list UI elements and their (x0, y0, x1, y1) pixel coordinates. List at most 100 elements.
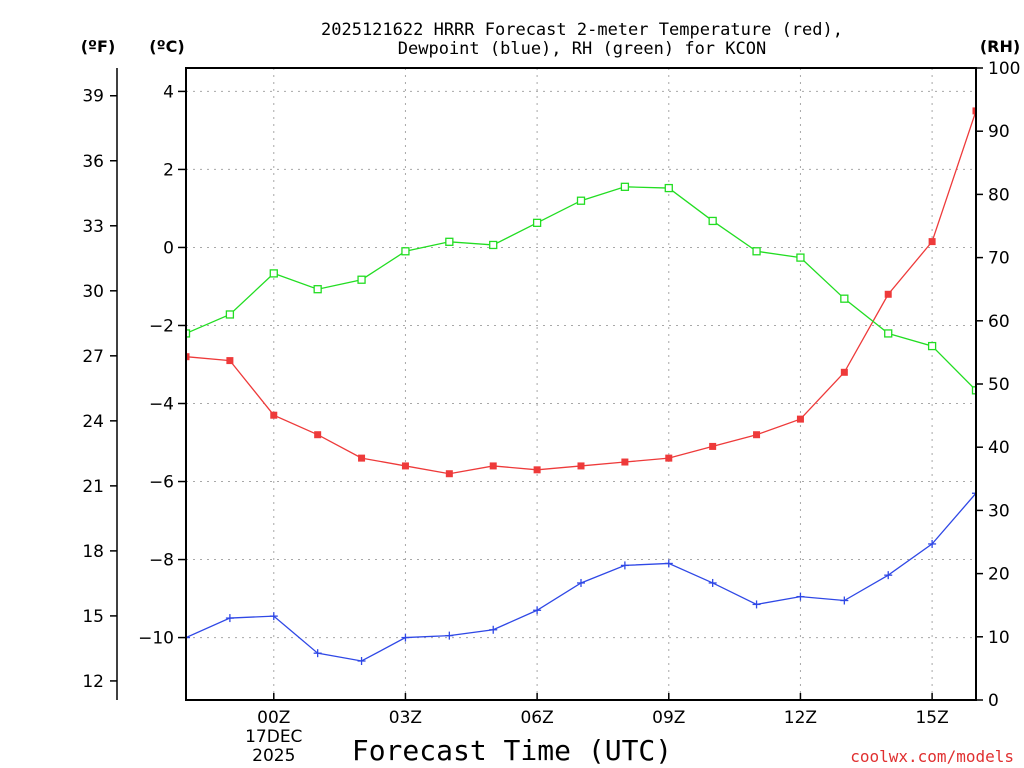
data-point (532, 218, 542, 227)
axis-ticks: 420−2−4−6−8−1039363330272421181512100908… (82, 59, 1020, 766)
data-point (226, 357, 234, 365)
data-point (269, 612, 278, 621)
data-point (753, 431, 761, 439)
celsius-unit-label: (ºC) (149, 37, 184, 56)
data-point (884, 290, 892, 298)
rh-tick-label: 30 (988, 501, 1010, 521)
data-point (621, 458, 629, 466)
data-point (708, 578, 717, 587)
celsius-tick-label: −4 (149, 395, 174, 415)
fahrenheit-tick-label: 21 (82, 477, 104, 497)
data-point (708, 216, 717, 226)
x-tick-label: 00Z (257, 708, 290, 728)
data-point (928, 238, 936, 246)
data-point (620, 561, 629, 570)
data-point (186, 633, 190, 642)
series-0 (186, 107, 976, 478)
rh-tick-label: 10 (988, 628, 1010, 648)
data-point (972, 107, 976, 115)
data-point (971, 386, 976, 395)
data-point (577, 462, 585, 470)
grid (186, 68, 976, 700)
celsius-tick-label: −6 (149, 473, 174, 493)
rh-tick-label: 60 (988, 312, 1010, 332)
data-point (445, 631, 454, 640)
fahrenheit-tick-label: 24 (82, 412, 104, 432)
fahrenheit-tick-label: 27 (82, 347, 104, 367)
rh-tick-label: 90 (988, 122, 1010, 142)
data-point (489, 462, 497, 470)
data-point (357, 275, 366, 284)
fahrenheit-unit-label: (ºF) (81, 37, 116, 56)
data-point (269, 269, 278, 278)
data-point (533, 466, 541, 474)
data-point (796, 253, 805, 262)
data-point (665, 454, 673, 462)
data-point (752, 600, 761, 609)
data-point (186, 329, 191, 338)
data-point (401, 633, 410, 642)
series-1 (186, 489, 976, 665)
data-point (664, 559, 673, 568)
fahrenheit-tick-label: 18 (82, 542, 104, 562)
data-point (401, 247, 410, 256)
data-point (577, 578, 585, 587)
fahrenheit-tick-label: 39 (82, 87, 104, 107)
x-date-label: 17DEC (245, 727, 302, 747)
data-point (884, 329, 893, 338)
celsius-tick-label: −10 (138, 629, 174, 649)
x-tick-label: 12Z (784, 708, 817, 728)
data-point (796, 415, 804, 423)
fahrenheit-tick-label: 15 (82, 607, 104, 627)
celsius-tick-label: 0 (163, 238, 174, 258)
data-point (225, 310, 235, 319)
data-point (709, 442, 717, 450)
rh-tick-label: 50 (988, 375, 1010, 395)
chart-title-line2: Dewpoint (blue), RH (green) for KCON (398, 39, 766, 59)
rh-tick-label: 80 (988, 185, 1010, 205)
data-point (313, 649, 322, 658)
x-tick-label: 15Z (915, 708, 948, 728)
series-2 (186, 182, 976, 395)
rh-tick-label: 100 (988, 59, 1020, 79)
data-point (664, 183, 673, 193)
celsius-tick-label: −8 (149, 551, 174, 571)
celsius-tick-label: −2 (149, 316, 174, 336)
data-point (358, 454, 366, 462)
data-point (796, 592, 805, 601)
data-point (489, 240, 498, 250)
data-point (752, 247, 761, 256)
data-point (840, 596, 849, 605)
rh-tick-label: 70 (988, 249, 1010, 269)
series-line (186, 492, 976, 662)
x-date-label: 2025 (252, 746, 295, 766)
data-point (313, 285, 322, 294)
x-tick-label: 03Z (389, 708, 422, 728)
data-point (186, 353, 190, 361)
data-point (533, 606, 542, 615)
watermark: coolwx.com/models (850, 747, 1014, 766)
chart-title-line1: 2025121622 HRRR Forecast 2-meter Tempera… (321, 20, 843, 40)
celsius-tick-label: 2 (163, 160, 174, 180)
data-point (445, 470, 453, 478)
data-point (225, 614, 234, 623)
data-point (445, 237, 454, 246)
data-point (357, 656, 366, 665)
data-point (927, 341, 937, 351)
data-point (884, 571, 893, 580)
series-layer (186, 107, 976, 665)
x-axis-title: Forecast Time (UTC) (352, 734, 672, 767)
series-line (186, 186, 976, 391)
data-point (314, 431, 322, 439)
data-point (576, 196, 586, 205)
rh-tick-label: 0 (988, 691, 999, 711)
data-point (270, 411, 278, 419)
data-point (972, 489, 976, 498)
celsius-tick-label: 4 (163, 82, 174, 102)
rh-tick-label: 40 (988, 438, 1010, 458)
fahrenheit-tick-label: 36 (82, 152, 104, 172)
fahrenheit-tick-label: 33 (82, 217, 104, 237)
rh-tick-label: 20 (988, 565, 1010, 585)
data-point (401, 462, 409, 470)
